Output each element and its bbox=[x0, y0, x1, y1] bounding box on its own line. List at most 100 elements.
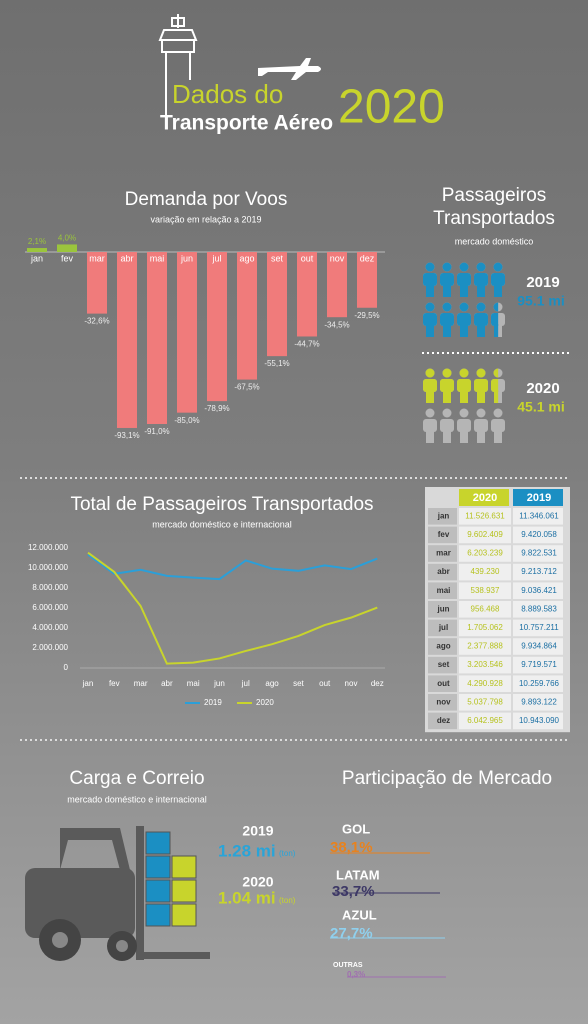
person-fill bbox=[491, 262, 505, 297]
person-legs bbox=[494, 284, 502, 297]
table-cell bbox=[428, 545, 457, 562]
person-fill bbox=[440, 368, 454, 403]
header-year: 2020 bbox=[338, 81, 445, 134]
y-tick-label: 10.000.000 bbox=[28, 563, 69, 572]
value-label: -93,1% bbox=[114, 431, 139, 440]
person-body bbox=[440, 313, 454, 326]
table-value: 9.822.531 bbox=[521, 549, 557, 558]
person-fill bbox=[423, 302, 437, 337]
table-value: 8.889.583 bbox=[521, 604, 557, 613]
person-legs bbox=[494, 324, 499, 337]
table-cell bbox=[513, 675, 563, 692]
bar-title: Demanda por Voos bbox=[125, 189, 288, 210]
x-tick-label: jun bbox=[213, 679, 225, 688]
value-label: -44,7% bbox=[294, 340, 319, 349]
person-fill bbox=[457, 368, 471, 403]
person-legs bbox=[443, 430, 451, 443]
value-label: -78,9% bbox=[204, 404, 229, 413]
forklift-icon bbox=[25, 826, 210, 961]
person-body bbox=[423, 379, 437, 392]
person-body bbox=[440, 379, 454, 392]
person-body bbox=[457, 379, 471, 392]
cargo-value: 1.04 mi bbox=[218, 888, 276, 907]
share-value: 38,1% bbox=[330, 839, 373, 856]
table-cell bbox=[513, 582, 563, 599]
header-title-1: Dados do bbox=[172, 79, 283, 109]
bar bbox=[267, 252, 287, 357]
table-cell bbox=[428, 694, 457, 711]
table-cell bbox=[428, 656, 457, 674]
x-tick-label: fev bbox=[109, 679, 120, 688]
value-label: -29,5% bbox=[354, 311, 379, 320]
person-fill bbox=[457, 302, 471, 337]
value-label: -34,5% bbox=[324, 320, 349, 329]
table-cell bbox=[428, 526, 457, 544]
person-legs bbox=[460, 284, 468, 297]
table-cell bbox=[459, 675, 511, 692]
value-label: -55,1% bbox=[264, 359, 289, 368]
person-fill bbox=[423, 262, 437, 297]
table-value: 11.526.631 bbox=[465, 511, 505, 520]
bar bbox=[177, 252, 197, 413]
series-name: 2019 bbox=[526, 274, 559, 291]
table-header: 2019 bbox=[527, 492, 551, 504]
table-cell bbox=[428, 712, 457, 730]
table-cell bbox=[513, 545, 563, 562]
table-cell bbox=[459, 601, 511, 618]
plane-icon bbox=[258, 58, 321, 80]
person-legs bbox=[426, 284, 434, 297]
pictogram-series bbox=[423, 368, 505, 443]
table-value: 10.259.766 bbox=[519, 679, 560, 688]
share-name: AZUL bbox=[342, 907, 377, 922]
x-tick-label: mar bbox=[134, 679, 148, 688]
pictogram-series bbox=[423, 262, 505, 337]
x-tick-label: abr bbox=[161, 679, 173, 688]
person-head bbox=[493, 262, 503, 272]
table-cell bbox=[459, 656, 511, 674]
x-tick-label: mai bbox=[187, 679, 200, 688]
table-month: jan bbox=[437, 511, 450, 520]
series-line bbox=[87, 553, 378, 581]
person-legs bbox=[494, 390, 499, 403]
share-name: OUTRAS bbox=[333, 962, 363, 969]
person-head bbox=[442, 408, 452, 418]
table-month: jun bbox=[437, 604, 450, 613]
y-tick-label: 8.000.000 bbox=[32, 583, 68, 592]
table-header: 2020 bbox=[473, 492, 497, 504]
person-legs bbox=[443, 284, 451, 297]
bar bbox=[117, 252, 137, 428]
share-band bbox=[370, 812, 570, 874]
person-legs bbox=[443, 390, 451, 403]
line-subtitle: mercado doméstico e internacional bbox=[152, 519, 292, 529]
person-fill bbox=[491, 368, 499, 403]
person-legs bbox=[494, 430, 502, 443]
table-cell bbox=[459, 526, 511, 544]
share-band bbox=[370, 973, 570, 983]
table-value: 11.346.061 bbox=[519, 511, 559, 520]
person-head bbox=[425, 368, 435, 378]
x-tick-label: jul bbox=[211, 253, 221, 263]
table-cell bbox=[513, 638, 563, 655]
person-head bbox=[493, 302, 499, 312]
x-tick-label: ago bbox=[265, 679, 279, 688]
x-tick-label: set bbox=[293, 679, 304, 688]
value-label: 95.1 mi bbox=[517, 293, 564, 309]
bar bbox=[297, 252, 317, 337]
cargo-boxes bbox=[145, 831, 197, 927]
picto-title: Transportados bbox=[433, 208, 555, 229]
table-value: 956.468 bbox=[471, 604, 500, 613]
table-cell bbox=[513, 694, 563, 711]
table-cell bbox=[428, 563, 457, 581]
series-line bbox=[87, 551, 378, 665]
x-tick-label: out bbox=[301, 253, 314, 263]
person-fill bbox=[474, 262, 488, 297]
table-cell bbox=[428, 638, 457, 655]
table-value: 6.042.965 bbox=[467, 716, 503, 725]
table-cell bbox=[459, 694, 511, 711]
table-month: out bbox=[437, 679, 450, 688]
share-value: 0,3% bbox=[347, 970, 365, 979]
value-label: -91,0% bbox=[144, 427, 169, 436]
table-value: 5.037.798 bbox=[467, 697, 503, 706]
table-cell bbox=[459, 712, 511, 730]
